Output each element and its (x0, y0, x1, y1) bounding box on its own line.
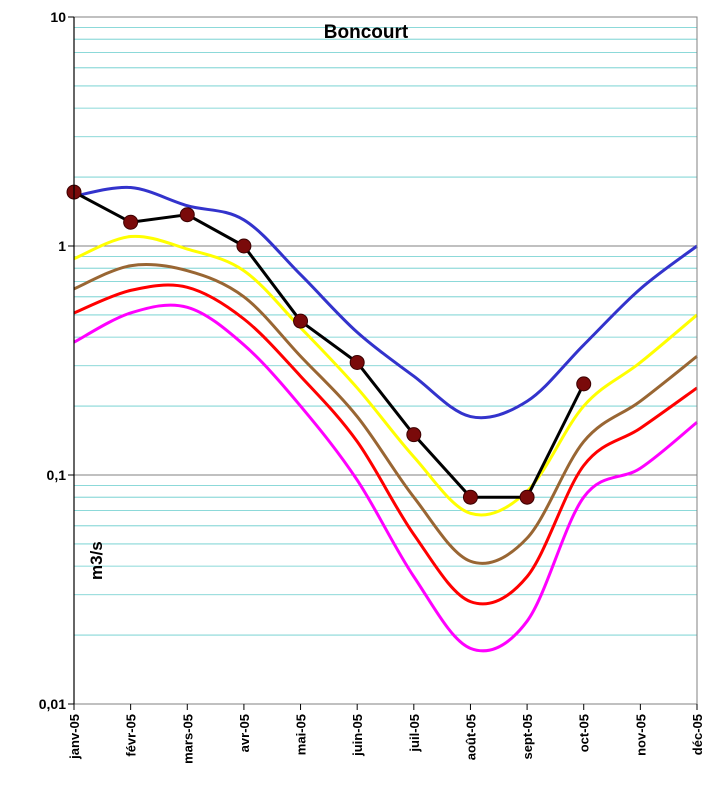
x-tick-label: févr-05 (124, 714, 139, 757)
series-line-3 (73, 263, 698, 565)
x-tick-label: août-05 (463, 714, 478, 760)
measured-point (406, 427, 422, 443)
measured-point (576, 376, 592, 392)
x-tick-label: avr-05 (237, 714, 252, 752)
measured-point (236, 238, 252, 254)
measured-point (462, 489, 478, 505)
measured-point (349, 354, 365, 370)
series-line-4 (73, 283, 698, 606)
y-tick-label: 0,01 (39, 696, 66, 712)
series-line-1 (73, 185, 698, 420)
x-tick-label: mai-05 (294, 714, 309, 755)
x-tick-label: mars-05 (180, 714, 195, 764)
series-line-5 (73, 303, 698, 653)
measured-point (293, 313, 309, 329)
x-tick-label: juil-05 (407, 714, 422, 753)
x-tick-label: déc-05 (690, 714, 705, 755)
y-tick-label: 0,1 (47, 467, 67, 483)
series-layer (66, 184, 698, 653)
chart-title: Boncourt (324, 22, 409, 43)
y-tick-label: 1 (58, 238, 66, 254)
x-tick-label: nov-05 (633, 714, 648, 756)
x-tick-label: juin-05 (350, 714, 365, 757)
plot-border (73, 16, 698, 705)
x-tick-label: janv-05 (67, 714, 82, 760)
y-axis-label: m3/s (87, 541, 106, 580)
measured-point (519, 489, 535, 505)
y-tick-label: 10 (50, 9, 66, 25)
x-tick-label: sept-05 (520, 714, 535, 760)
x-tick-label: oct-05 (577, 714, 592, 752)
axes: 0,01 0,1 1 10 janv-05 févr-05 mars-05 avr-05 mai… (39, 9, 705, 764)
series-line-2 (73, 234, 698, 517)
grid (74, 16, 697, 705)
measured-point (179, 207, 195, 223)
measured-line (73, 190, 586, 499)
measured-point (123, 214, 139, 230)
